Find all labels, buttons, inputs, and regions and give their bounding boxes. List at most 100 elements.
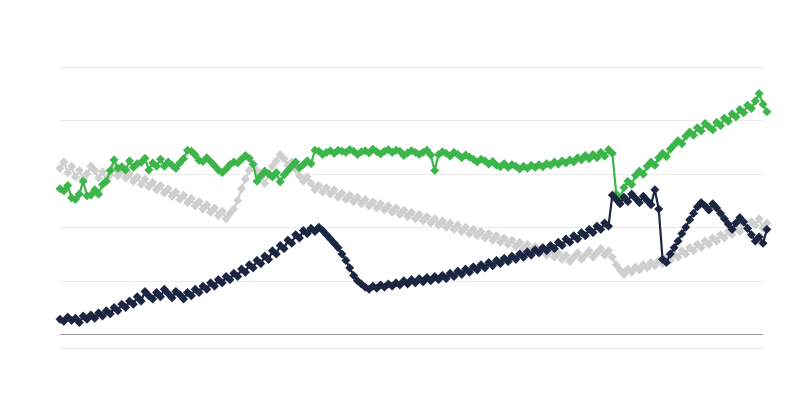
series-gray-marker: [140, 174, 150, 184]
series-green-marker: [252, 176, 262, 186]
series-green: [55, 89, 772, 204]
series-navy-marker: [650, 185, 660, 195]
series-green-marker: [688, 130, 698, 140]
series-green-marker: [63, 181, 73, 191]
series-gray-marker: [186, 193, 196, 203]
series-navy-marker: [337, 249, 347, 259]
series-green-marker: [758, 99, 768, 109]
series-gray-marker: [750, 220, 760, 230]
series-gray-marker: [194, 197, 204, 207]
series-green-marker: [731, 112, 741, 122]
series-gray-marker: [136, 179, 146, 189]
series-navy-marker: [488, 261, 498, 271]
series-navy-marker: [74, 317, 84, 327]
series-gray-marker: [171, 187, 181, 197]
series-navy-marker: [148, 294, 158, 304]
series-navy-marker: [333, 243, 343, 253]
series-gray-marker: [522, 239, 532, 249]
series-navy-marker: [248, 263, 258, 273]
series-gray-marker: [607, 252, 617, 262]
series-green-marker: [638, 169, 648, 179]
series-navy-marker: [441, 274, 451, 284]
series-navy-marker: [758, 238, 768, 248]
series-navy-marker: [685, 215, 695, 225]
series-green-marker: [291, 157, 301, 167]
series-navy-marker: [90, 313, 100, 323]
series-navy-marker: [623, 197, 633, 207]
series-green-marker: [607, 148, 617, 158]
series-gray-marker: [383, 201, 393, 211]
series-gray-marker: [603, 246, 613, 256]
series-green-marker: [78, 176, 88, 186]
series-gray-marker: [294, 171, 304, 181]
series-gray-marker: [97, 167, 107, 177]
series-gray-marker: [70, 172, 80, 182]
series-gray-marker: [719, 233, 729, 243]
series-gray-marker: [271, 156, 281, 166]
series-gray-marker: [561, 250, 571, 260]
series-navy-marker: [688, 208, 698, 218]
series-gray-marker: [627, 267, 637, 277]
series-green-marker: [708, 125, 718, 135]
series-green-marker: [430, 166, 440, 176]
series-green-marker: [426, 150, 436, 160]
series-navy-marker: [573, 234, 583, 244]
series-navy-marker: [341, 255, 351, 265]
series-green-marker: [716, 121, 726, 131]
series-navy-marker: [271, 249, 281, 259]
series-green-marker: [696, 126, 706, 136]
series-navy-marker: [580, 231, 590, 241]
series-gray-marker: [704, 239, 714, 249]
series-navy-marker: [217, 278, 227, 288]
series-gray-marker: [491, 231, 501, 241]
series-navy-marker: [97, 311, 107, 321]
series-gray-marker: [422, 212, 432, 222]
series-navy-marker: [519, 252, 529, 262]
series-navy-marker: [186, 291, 196, 301]
series-navy-marker: [294, 233, 304, 243]
series-gray: [55, 149, 772, 279]
series-green-marker: [190, 150, 200, 160]
series-navy-marker: [233, 271, 243, 281]
series-green-marker: [140, 153, 150, 163]
series-navy-marker: [534, 248, 544, 258]
series-green-marker: [692, 123, 702, 133]
series-gray-marker: [221, 214, 231, 224]
series-gray-marker: [727, 230, 737, 240]
series-navy-marker: [549, 244, 559, 254]
series-gray-marker: [113, 171, 123, 181]
series-navy-marker: [731, 218, 741, 228]
series-navy-marker: [302, 229, 312, 239]
series-gray-marker: [673, 252, 683, 262]
series-green-marker: [677, 139, 687, 149]
series-green-marker: [121, 165, 131, 175]
series-navy-marker: [511, 254, 521, 264]
series-gray-marker: [322, 183, 332, 193]
series-green-marker: [592, 153, 602, 163]
series-navy-marker: [210, 281, 220, 291]
series-green-marker: [101, 176, 111, 186]
series-gray-marker: [642, 263, 652, 273]
series-green-marker: [754, 89, 764, 98]
series-navy-marker: [194, 288, 204, 298]
series-navy-marker: [646, 200, 656, 210]
series-navy-marker: [121, 303, 131, 312]
series-navy-marker: [762, 224, 772, 234]
series-gray-line: [58, 153, 768, 276]
series-navy-marker: [588, 228, 598, 238]
series-gray-marker: [352, 192, 362, 202]
series-green-marker: [144, 165, 154, 175]
series-navy-marker: [727, 224, 737, 234]
series-green-marker: [762, 107, 772, 117]
series-navy-marker: [472, 265, 482, 275]
series-green-marker: [244, 153, 254, 163]
series-green-line: [58, 92, 768, 201]
series-green-marker: [109, 155, 119, 165]
series-gray-marker: [712, 236, 722, 246]
series-gray-marker: [437, 216, 447, 226]
series-navy-marker: [557, 240, 567, 250]
series-gray-marker: [59, 157, 69, 167]
series-gray-marker: [155, 181, 165, 191]
series-gray-marker: [63, 168, 73, 178]
